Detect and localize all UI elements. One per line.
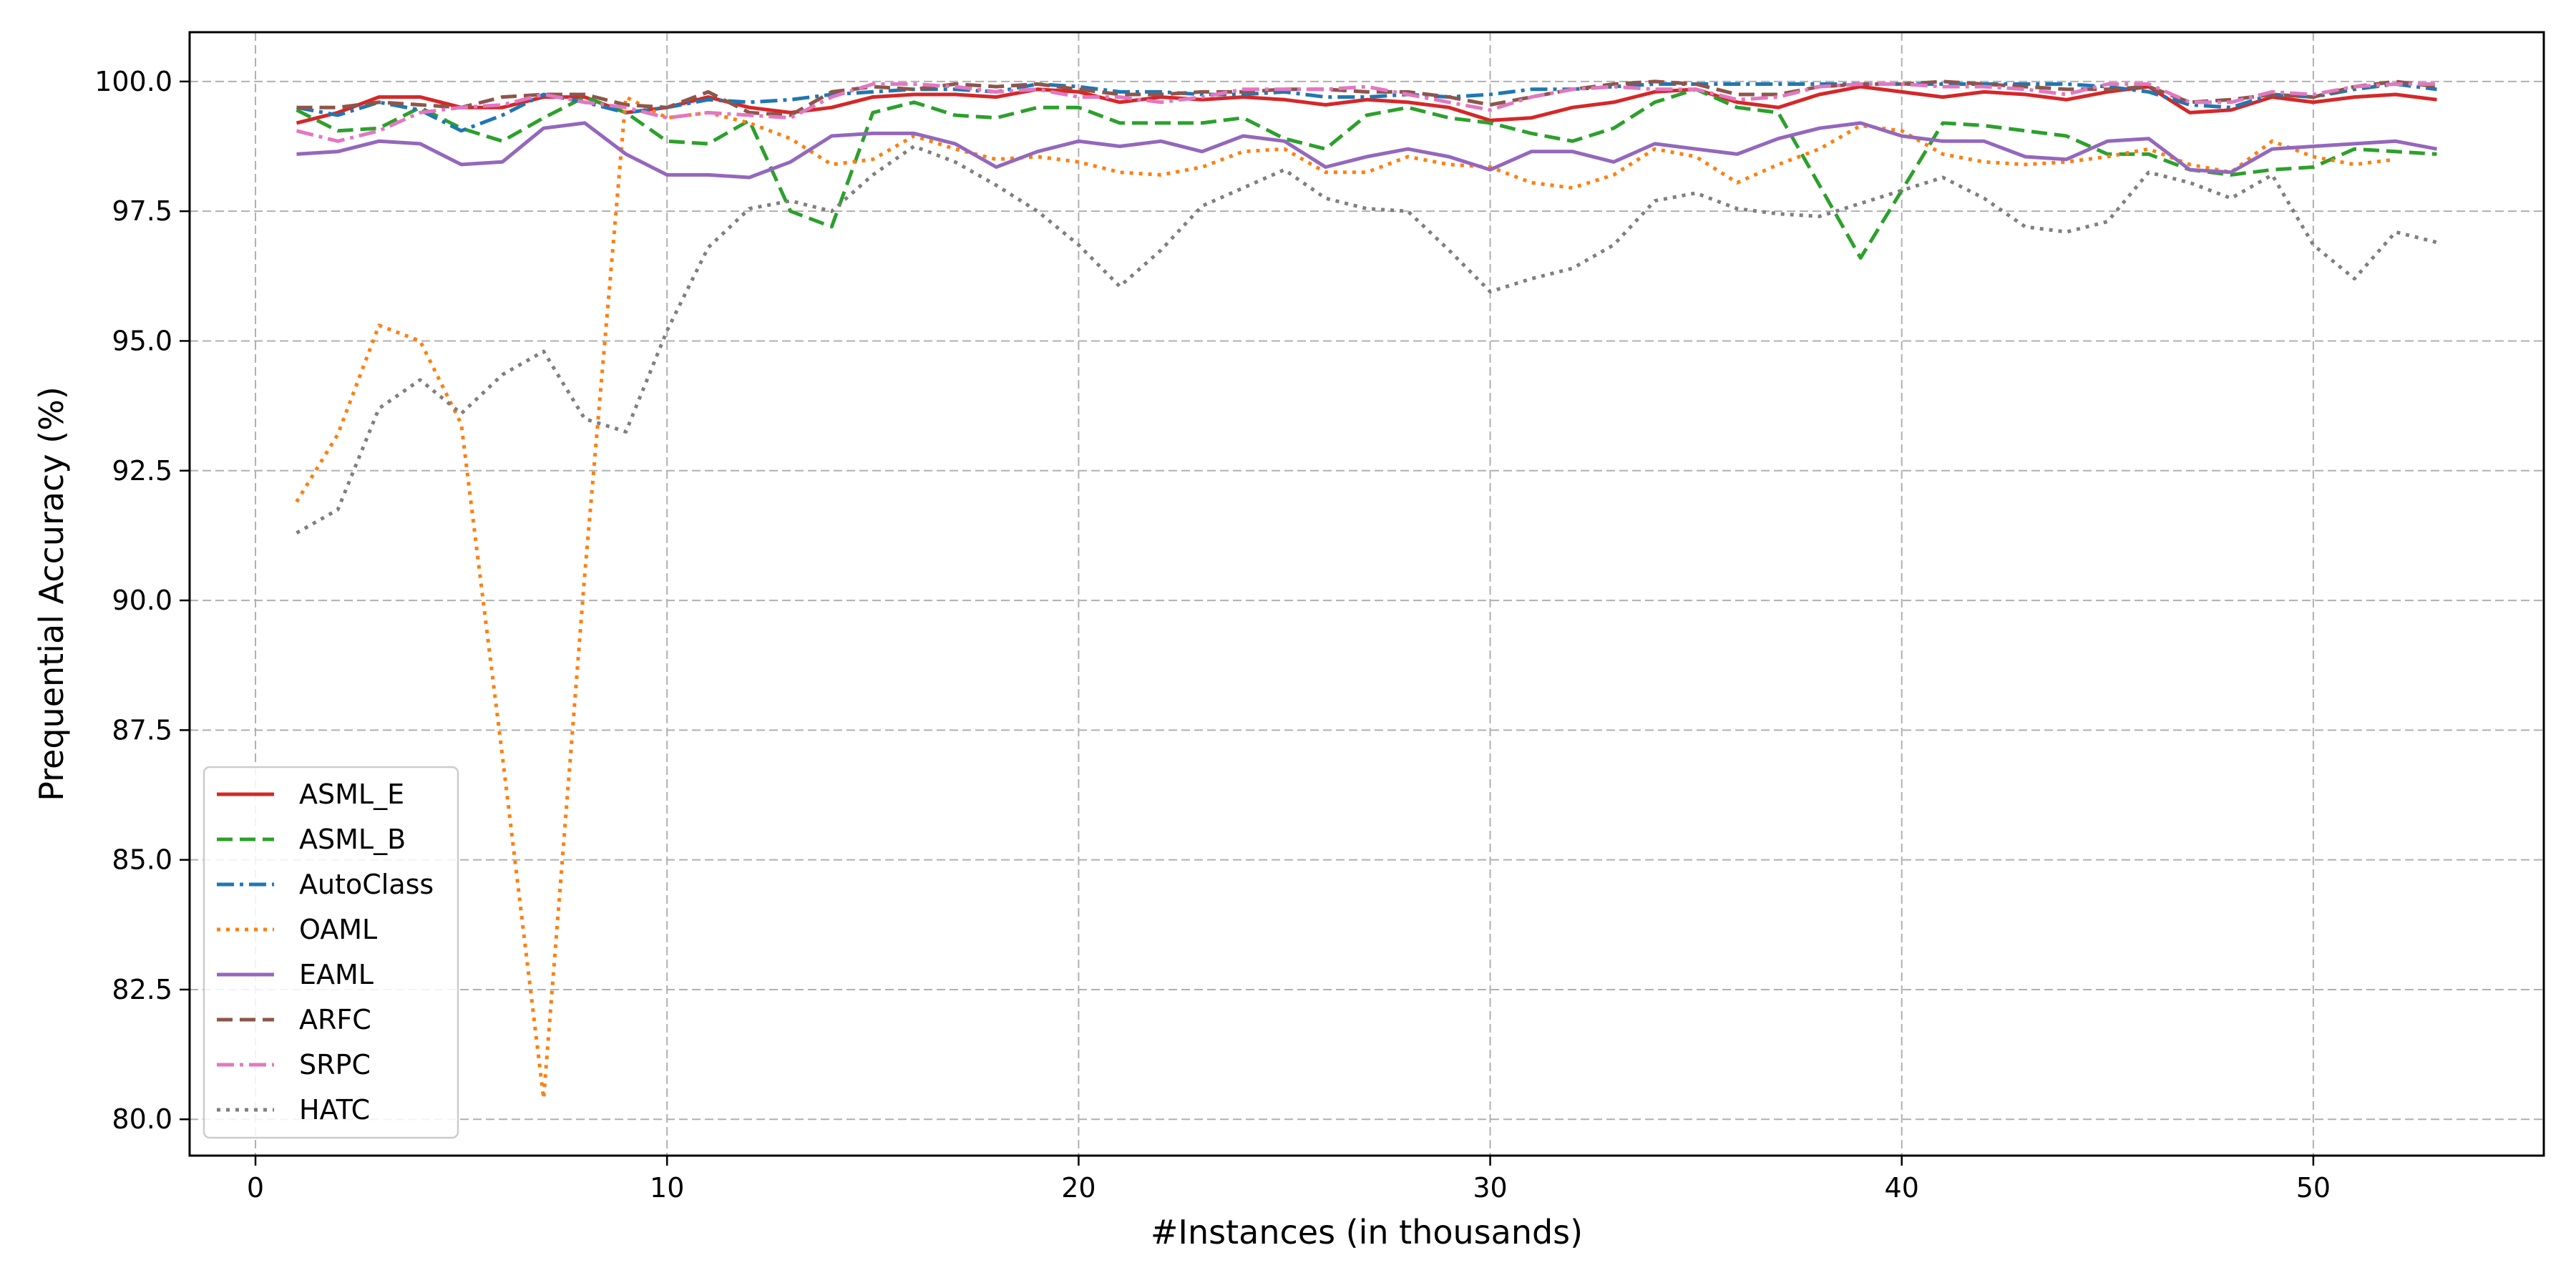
legend-label: SRPC [299, 1049, 371, 1080]
axis-ticks: 0 10 20 30 40 50 80.0 82.5 85.0 87.5 90.0 92.5 95.0 9… [94, 66, 2331, 1204]
x-tick-label: 50 [2296, 1172, 2331, 1204]
axes-frame [188, 31, 2545, 1157]
legend-label: OAML [299, 914, 377, 945]
legend-label: AutoClass [299, 869, 434, 900]
series-line-hatc [296, 145, 2438, 535]
y-axis-label: Prequential Accuracy (%) [32, 386, 71, 801]
x-tick-label: 0 [247, 1172, 264, 1204]
x-axis-label: #Instances (in thousands) [1151, 1213, 1583, 1252]
series-line-asml-b [296, 87, 2437, 260]
y-tick-label: 92.5 [112, 455, 172, 487]
y-tick-label: 80.0 [112, 1103, 172, 1135]
grid [190, 32, 2544, 1156]
legend-label: EAML [299, 959, 374, 990]
y-tick-label: 90.0 [112, 585, 172, 616]
legend-label: ARFC [299, 1004, 371, 1035]
y-tick-label: 95.0 [112, 325, 172, 356]
series-line-srpc [296, 82, 2437, 143]
legend-label: ASML_E [299, 779, 404, 810]
y-tick-label: 97.5 [112, 195, 172, 227]
x-tick-label: 20 [1061, 1172, 1096, 1204]
plot-area [295, 79, 2438, 1101]
legend-box [203, 766, 459, 1139]
series-line-eaml [296, 121, 2437, 180]
legend-label: HATC [299, 1094, 370, 1126]
y-tick-label: 87.5 [112, 714, 172, 746]
x-tick-label: 10 [650, 1172, 684, 1204]
legend: ASML_E ASML_B AutoClass OAML EAML ARFC SRPC HAT… [203, 766, 459, 1139]
x-tick-label: 40 [1885, 1172, 1919, 1204]
x-tick-label: 30 [1473, 1172, 1507, 1204]
y-tick-label: 82.5 [112, 974, 172, 1005]
series-line-arfc [296, 79, 2437, 117]
legend-label: ASML_B [299, 824, 406, 855]
series-line-autoclass [296, 82, 2437, 133]
y-tick-label: 100.0 [94, 66, 172, 97]
y-tick-label: 85.0 [112, 844, 172, 876]
